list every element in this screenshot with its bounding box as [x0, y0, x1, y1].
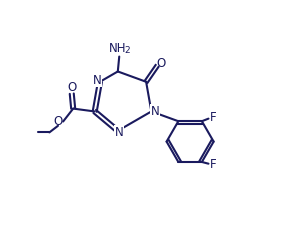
Text: O: O	[67, 81, 77, 94]
Text: O: O	[157, 57, 166, 70]
Text: N: N	[93, 74, 101, 87]
Text: N: N	[150, 105, 159, 118]
Text: NH: NH	[109, 42, 126, 55]
Text: 2: 2	[124, 46, 130, 55]
Text: O: O	[53, 115, 62, 128]
Text: F: F	[210, 158, 217, 171]
Text: F: F	[210, 111, 217, 124]
Text: N: N	[115, 126, 124, 139]
